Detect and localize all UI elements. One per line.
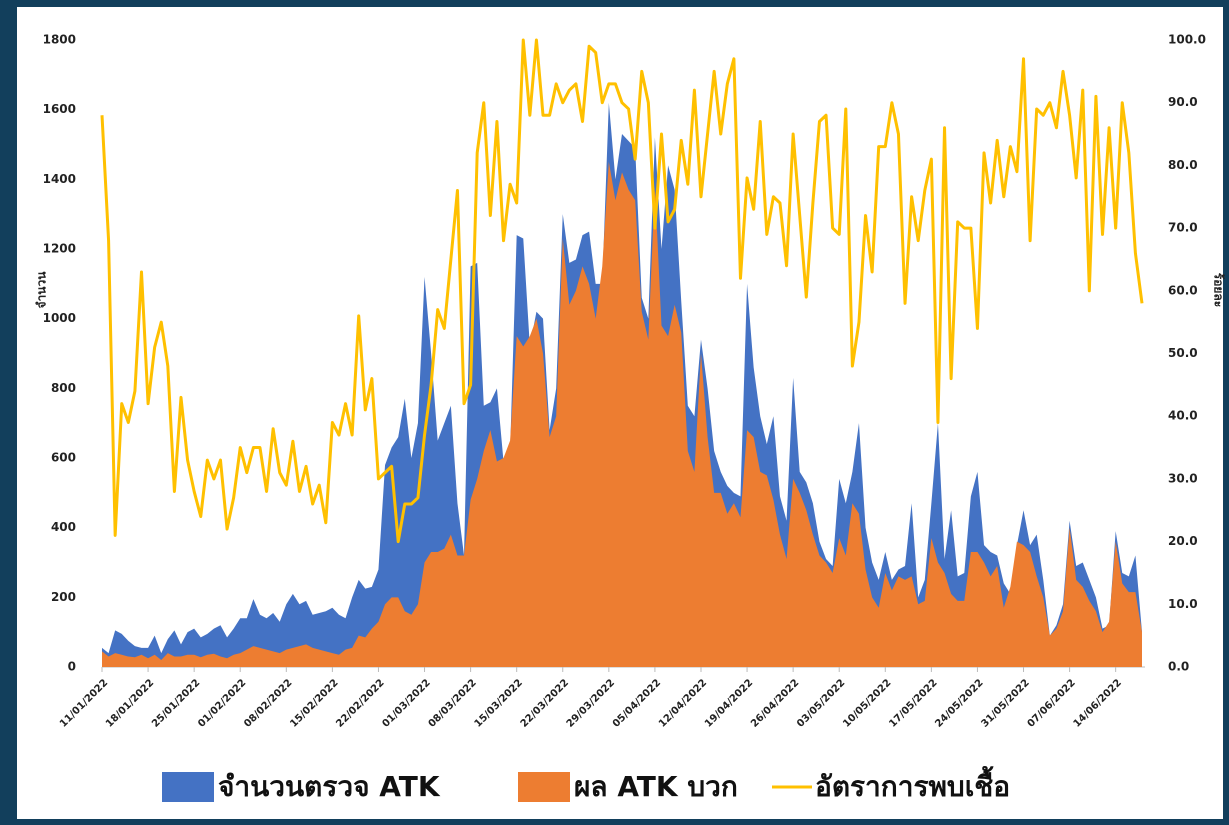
y-tick-label: 1600 (43, 102, 76, 116)
y2-tick-label: 70.0 (1168, 221, 1198, 235)
area (102, 161, 1142, 667)
y2-tick-label: 80.0 (1168, 158, 1198, 172)
legend-label: อัตราการพบเชื้อ (815, 765, 1010, 803)
legend-swatch (162, 772, 214, 802)
y-tick-label: 600 (51, 451, 76, 465)
y2-tick-label: 90.0 (1168, 95, 1198, 109)
y2-tick-label: 50.0 (1168, 346, 1198, 360)
y2-tick-label: 0.0 (1168, 660, 1189, 674)
y-tick-label: 1400 (43, 172, 76, 186)
line (100, 38, 1144, 544)
y2-tick-label: 60.0 (1168, 283, 1198, 297)
y2-tick-label: 30.0 (1168, 471, 1198, 485)
y-tick-label: 1000 (43, 311, 76, 325)
y-tick-label: 400 (51, 520, 76, 534)
y2-tick-label: 100.0 (1168, 33, 1206, 47)
y2-tick-label: 40.0 (1168, 409, 1198, 423)
y-tick-label: 0 (68, 660, 76, 674)
y2-axis-title: ร้อยละ (1212, 273, 1226, 307)
y2-tick-label: 20.0 (1168, 534, 1198, 548)
y-tick-label: 1800 (43, 33, 76, 47)
legend-swatch (518, 772, 570, 802)
legend-label: จำนวนตรวจ ATK (218, 770, 441, 803)
y-axis-title: จำนวน (35, 271, 49, 309)
y2-tick-label: 10.0 (1168, 597, 1198, 611)
y-tick-label: 200 (51, 590, 76, 604)
legend-label: ผล ATK บวก (574, 770, 738, 803)
y-tick-label: 1200 (43, 242, 76, 256)
y-tick-label: 800 (51, 381, 76, 395)
